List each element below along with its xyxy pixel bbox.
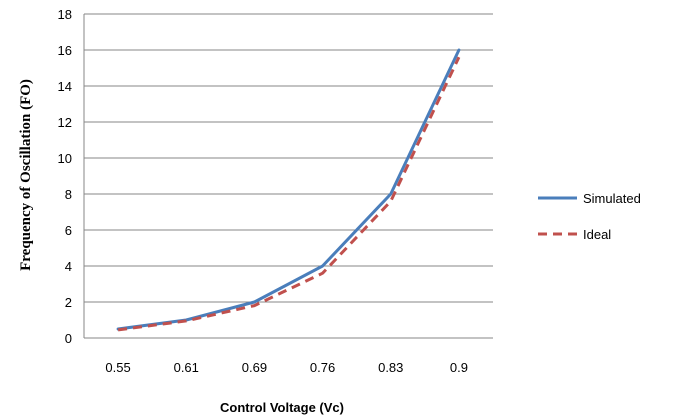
series-lines bbox=[116, 48, 461, 332]
x-tick-label: 0.69 bbox=[242, 360, 267, 375]
legend: Simulated Ideal bbox=[538, 191, 641, 242]
y-tick-label: 12 bbox=[58, 115, 72, 130]
x-tick-label: 0.76 bbox=[310, 360, 335, 375]
x-tick-label: 0.9 bbox=[450, 360, 468, 375]
x-tick-label: 0.61 bbox=[174, 360, 199, 375]
y-tick-label: 6 bbox=[65, 223, 72, 238]
legend-label: Ideal bbox=[583, 227, 611, 242]
x-axis-ticks: 0.55 0.61 0.69 0.76 0.83 0.9 bbox=[105, 360, 468, 375]
y-axis-label: Frequency of Oscillation (FO) bbox=[18, 79, 34, 271]
y-tick-label: 8 bbox=[65, 187, 72, 202]
y-tick-label: 18 bbox=[58, 7, 72, 22]
y-tick-label: 16 bbox=[58, 43, 72, 58]
series-line-simulated bbox=[116, 48, 461, 331]
y-tick-label: 2 bbox=[65, 295, 72, 310]
y-tick-label: 4 bbox=[65, 259, 72, 274]
y-axis-ticks: 0 2 4 6 8 10 12 14 16 18 bbox=[58, 7, 72, 346]
x-tick-label: 0.83 bbox=[378, 360, 403, 375]
x-tick-label: 0.55 bbox=[105, 360, 130, 375]
y-tick-label: 10 bbox=[58, 151, 72, 166]
grid-lines bbox=[84, 13, 493, 303]
y-tick-label: 14 bbox=[58, 79, 72, 94]
legend-label: Simulated bbox=[583, 191, 641, 206]
x-axis bbox=[83, 14, 493, 339]
x-axis-label: Control Voltage (Vc) bbox=[220, 400, 344, 415]
y-tick-label: 0 bbox=[65, 331, 72, 346]
